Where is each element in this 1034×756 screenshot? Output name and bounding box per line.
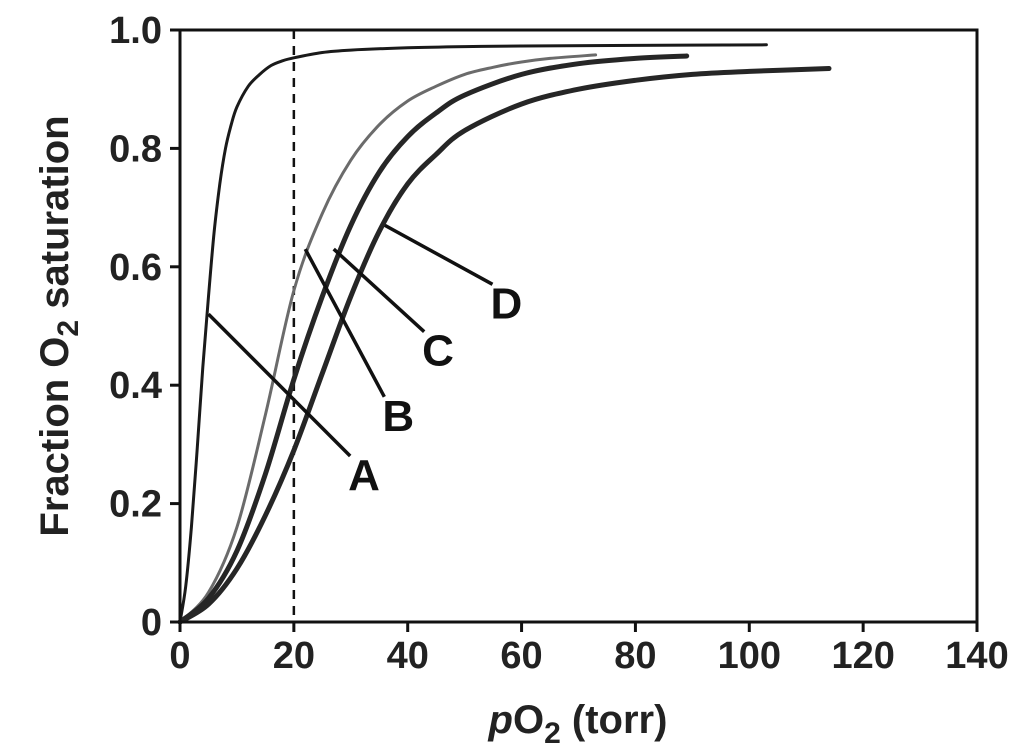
curve-c — [177, 53, 690, 625]
y-tick-label: 0.8 — [109, 128, 162, 170]
curve-label-b: B — [382, 392, 414, 441]
y-tick-label: 0 — [141, 602, 162, 644]
x-tick-label: 100 — [718, 635, 781, 677]
x-tick-label: 0 — [169, 635, 190, 677]
leader-line-b — [303, 248, 386, 398]
leader-line-c — [332, 247, 426, 333]
x-axis-title: pO2 (torr) — [488, 698, 668, 750]
curve-b — [178, 53, 598, 624]
x-tick-label: 20 — [273, 635, 315, 677]
x-tick-label: 80 — [614, 635, 656, 677]
tick-layer: 0 20 40 60 80 100 120 140 0 0.2 0.4 0.6 0.8 1.0 — [109, 10, 1009, 677]
x-tick-label: 60 — [500, 635, 542, 677]
x-tick-label: 140 — [945, 635, 1008, 677]
curve-layer — [177, 43, 832, 625]
curve-label-d: D — [490, 279, 522, 328]
curve-a — [178, 43, 768, 624]
plot-frame — [178, 28, 979, 624]
x-tick-label: 120 — [831, 635, 894, 677]
curve-d — [177, 66, 832, 625]
leader-line-a — [207, 312, 352, 458]
leader-layer — [207, 223, 494, 458]
x-tick-label: 40 — [387, 635, 429, 677]
leader-line-d — [384, 223, 494, 286]
curve-label-c: C — [422, 327, 454, 376]
y-tick-label: 0.4 — [109, 365, 162, 407]
y-tick-label: 0.6 — [109, 247, 162, 289]
y-tick-label: 1.0 — [109, 10, 162, 52]
y-axis-title: Fraction O2 saturation — [33, 115, 85, 536]
y-tick-label: 0.2 — [109, 484, 162, 526]
curve-label-a: A — [348, 451, 380, 500]
